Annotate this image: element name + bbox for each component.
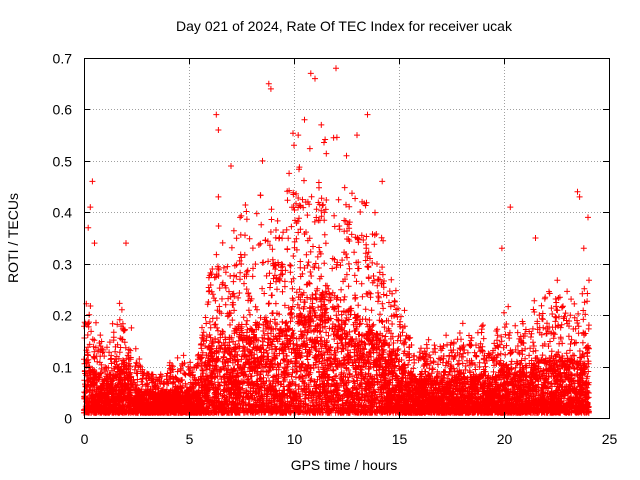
x-tick-label: 15 — [392, 431, 408, 447]
y-axis-label: ROTI / TECUs — [5, 193, 21, 283]
y-tick-label: 0.7 — [53, 51, 73, 67]
y-tick-label: 0 — [64, 411, 72, 427]
chart-title: Day 021 of 2024, Rate Of TEC Index for r… — [176, 18, 513, 34]
plot-frame — [84, 58, 610, 419]
data-point-markers — [81, 65, 592, 416]
y-tick-label: 0.2 — [53, 308, 73, 324]
x-tick-label: 5 — [186, 431, 194, 447]
x-tick-label: 0 — [81, 431, 89, 447]
y-tick-label: 0.1 — [53, 360, 73, 376]
x-tick-label: 25 — [602, 431, 618, 447]
axis-ticks: 0 5 10 15 20 25 0 0.1 0.2 0.3 0.4 0.5 0.6 0.7 — [53, 51, 618, 448]
x-tick-label: 10 — [287, 431, 303, 447]
x-tick-label: 20 — [497, 431, 513, 447]
y-tick-label: 0.4 — [53, 205, 73, 221]
x-axis-label: GPS time / hours — [291, 457, 398, 473]
data-points — [81, 65, 592, 416]
y-tick-label: 0.3 — [53, 257, 73, 273]
y-tick-label: 0.6 — [53, 102, 73, 118]
y-tick-label: 0.5 — [53, 154, 73, 170]
